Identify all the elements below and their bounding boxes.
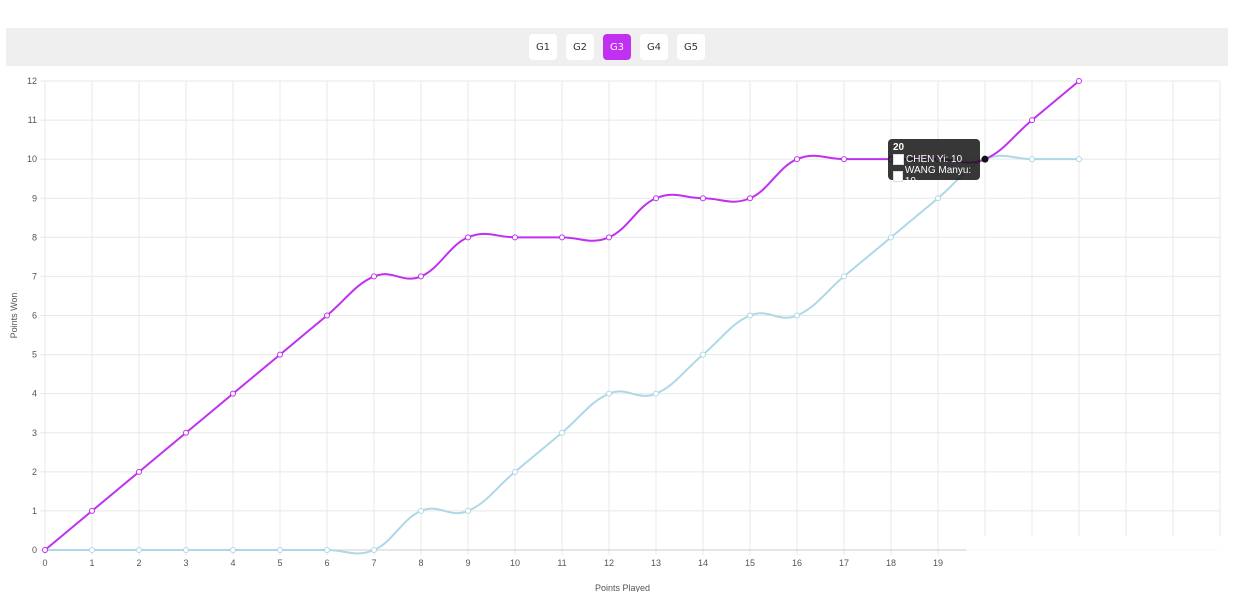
x-tick-label: 3 <box>183 558 188 568</box>
y-tick-label: 10 <box>27 154 37 164</box>
game-tab-g2[interactable]: G2 <box>566 34 594 60</box>
data-point <box>465 507 471 514</box>
x-tick-label: 2 <box>136 558 141 568</box>
x-tick-label: 0 <box>42 558 47 568</box>
legend-swatch <box>893 154 904 165</box>
game-selector: G1 G2 G3 G4 G5 <box>6 28 1228 66</box>
hover-point <box>981 155 989 163</box>
y-tick-label: 0 <box>32 545 37 555</box>
x-axis-label: Points Played <box>595 583 650 592</box>
data-point <box>183 429 189 436</box>
data-point <box>371 547 377 553</box>
x-tick-label: 11 <box>557 558 566 568</box>
data-point <box>559 429 565 436</box>
x-tick-label: 1 <box>89 558 94 568</box>
game-tab-g4[interactable]: G4 <box>640 34 668 60</box>
tooltip-row: WANG Manyu: 10 <box>904 165 972 187</box>
data-point <box>841 156 847 163</box>
data-point <box>89 507 95 514</box>
data-point <box>136 468 142 475</box>
data-point <box>747 195 753 202</box>
x-tick-label: 19 <box>933 558 943 568</box>
data-point <box>700 195 706 202</box>
x-tick-label: 7 <box>371 558 376 568</box>
x-tick-label: 8 <box>418 558 423 568</box>
game-tab-g1[interactable]: G1 <box>529 34 557 60</box>
x-tick-label: 10 <box>510 558 520 568</box>
data-point <box>324 547 330 553</box>
tooltip-row: CHEN Yi: 10 <box>906 154 963 165</box>
y-tick-label: 9 <box>32 193 37 203</box>
overlay <box>966 536 1230 576</box>
x-tick-label: 14 <box>698 558 708 568</box>
data-point <box>277 351 283 358</box>
data-point <box>418 273 424 280</box>
data-point <box>277 547 283 553</box>
data-point <box>230 547 236 553</box>
y-tick-label: 2 <box>32 467 37 477</box>
chart-tooltip: 20 CHEN Yi: 10 WANG Manyu: 10 <box>888 139 980 187</box>
data-point <box>371 273 377 280</box>
data-point <box>324 312 330 319</box>
legend-swatch <box>893 170 903 182</box>
x-tick-label: 4 <box>230 558 235 568</box>
data-point <box>653 195 659 202</box>
x-tick-label: 18 <box>886 558 896 568</box>
y-tick-label: 7 <box>32 271 37 281</box>
data-point <box>1076 156 1082 163</box>
y-tick-label: 12 <box>27 76 37 86</box>
y-tick-label: 6 <box>32 311 37 321</box>
x-tick-label: 9 <box>465 558 470 568</box>
y-axis-label: Points Won <box>9 293 19 339</box>
x-tick-label: 12 <box>604 558 614 568</box>
x-tick-label: 15 <box>745 558 755 568</box>
x-tick-label: 6 <box>324 558 329 568</box>
data-point <box>1029 156 1035 163</box>
data-point <box>136 547 142 553</box>
data-point <box>559 234 565 241</box>
y-tick-label: 1 <box>32 506 37 516</box>
data-point <box>841 273 847 280</box>
tooltip-title: 20 <box>893 142 905 153</box>
x-tick-label: 16 <box>792 558 802 568</box>
data-point <box>1029 117 1035 124</box>
data-point <box>794 312 800 319</box>
data-point <box>230 390 236 397</box>
y-tick-label: 4 <box>32 389 37 399</box>
data-point <box>700 351 706 358</box>
data-point <box>606 390 612 397</box>
data-point <box>747 312 753 319</box>
data-point <box>89 547 95 553</box>
y-tick-label: 5 <box>32 350 37 360</box>
data-point <box>512 234 518 241</box>
x-tick-label: 5 <box>277 558 282 568</box>
data-point <box>1076 78 1082 84</box>
x-tick-label: 17 <box>839 558 849 568</box>
y-tick-label: 3 <box>32 428 37 438</box>
game-tab-g5[interactable]: G5 <box>677 34 705 60</box>
data-point <box>653 390 659 397</box>
data-point <box>606 234 612 241</box>
data-point <box>935 195 941 202</box>
game-tab-g3[interactable]: G3 <box>603 34 631 60</box>
data-point <box>512 468 518 475</box>
y-tick-label: 11 <box>28 115 37 125</box>
data-point <box>465 234 471 241</box>
x-tick-label: 13 <box>651 558 661 568</box>
data-point <box>42 547 48 553</box>
data-point <box>794 156 800 163</box>
y-tick-label: 8 <box>32 232 37 242</box>
data-point <box>418 507 424 514</box>
data-point <box>888 234 894 241</box>
data-point <box>183 547 189 553</box>
